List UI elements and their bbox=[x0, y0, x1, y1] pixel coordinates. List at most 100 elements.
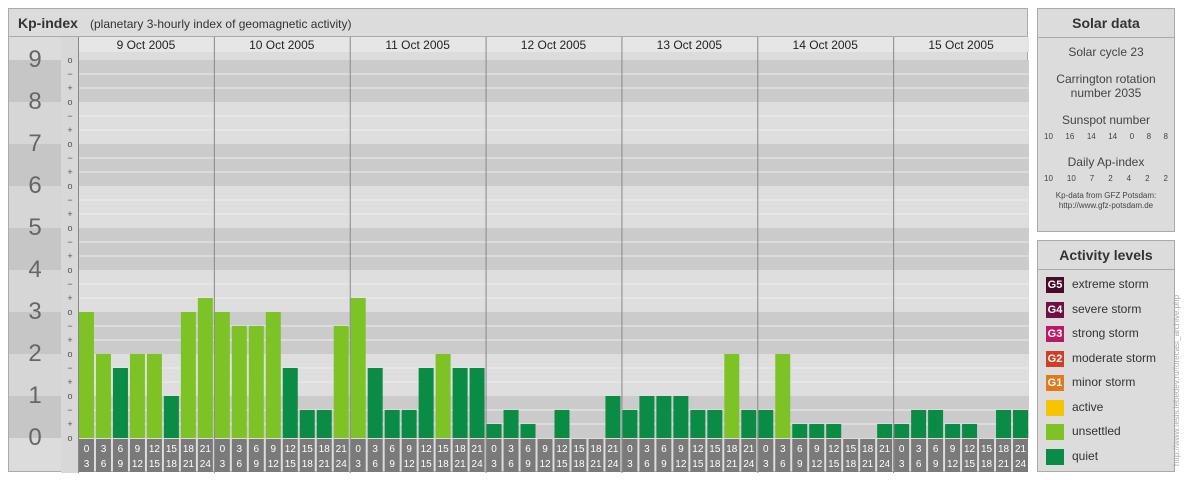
kp-bar bbox=[129, 354, 145, 438]
interval-box bbox=[231, 439, 247, 472]
interval-end-label: 12 bbox=[811, 459, 823, 470]
interval-box bbox=[1013, 439, 1028, 472]
chart-title: Kp-index bbox=[18, 15, 78, 31]
interval-box bbox=[265, 439, 281, 472]
interval-box bbox=[418, 439, 434, 472]
level-label: strong storm bbox=[1072, 326, 1139, 340]
interval-box bbox=[401, 439, 417, 472]
interval-box bbox=[520, 439, 536, 472]
interval-start-label: 9 bbox=[814, 444, 820, 455]
interval-end-label: 12 bbox=[268, 459, 280, 470]
kp-bar bbox=[826, 424, 842, 438]
y-tick-label: 7 bbox=[28, 130, 41, 157]
sunspot-value: 16 bbox=[1065, 132, 1075, 141]
interval-end-label: 12 bbox=[404, 459, 416, 470]
interval-box bbox=[282, 439, 298, 472]
interval-box bbox=[622, 439, 638, 472]
minor-tick-label: o bbox=[67, 349, 72, 359]
day-header-strip bbox=[78, 37, 1029, 52]
kp-bar bbox=[367, 367, 383, 438]
interval-box bbox=[333, 439, 349, 472]
level-swatch-icon: G4 bbox=[1046, 301, 1064, 318]
interval-start-label: 0 bbox=[627, 444, 633, 455]
plot-band bbox=[78, 186, 1029, 228]
kp-bar bbox=[962, 424, 978, 438]
interval-end-label: 9 bbox=[525, 459, 531, 470]
ap-label: Daily Ap-index bbox=[1067, 155, 1145, 169]
ap-value: 4 bbox=[1126, 174, 1132, 183]
interval-box bbox=[146, 439, 162, 472]
day-label: 9 Oct 2005 bbox=[117, 38, 176, 52]
interval-end-label: 24 bbox=[1015, 459, 1027, 470]
interval-start-label: 6 bbox=[389, 444, 395, 455]
plot-band bbox=[78, 144, 1029, 186]
interval-box bbox=[537, 439, 553, 472]
minor-tick-label: + bbox=[67, 251, 72, 261]
interval-box bbox=[214, 439, 230, 472]
interval-start-label: 21 bbox=[743, 444, 755, 455]
minor-tick-label: o bbox=[67, 181, 72, 191]
interval-box bbox=[435, 439, 451, 472]
interval-end-label: 3 bbox=[627, 459, 633, 470]
sunspot-label: Sunspot number bbox=[1061, 113, 1151, 127]
sunspot-value: 0 bbox=[1129, 132, 1135, 141]
sunspot-value: 14 bbox=[1108, 132, 1118, 141]
interval-end-label: 18 bbox=[302, 459, 314, 470]
interval-end-label: 15 bbox=[285, 459, 297, 470]
level-label: moderate storm bbox=[1072, 350, 1157, 365]
interval-box bbox=[197, 439, 213, 472]
y-tick-label: 6 bbox=[28, 172, 41, 199]
level-swatch-icon bbox=[1046, 424, 1064, 440]
interval-box bbox=[639, 439, 655, 472]
interval-end-label: 18 bbox=[166, 459, 178, 470]
solar-data-title: Solar data bbox=[1038, 9, 1174, 38]
kp-bar bbox=[945, 424, 961, 438]
interval-box bbox=[894, 439, 910, 472]
interval-box bbox=[690, 439, 706, 472]
interval-start-label: 21 bbox=[1015, 444, 1027, 455]
kp-chart-panel: Kp-index (planetary 3-hourly index of ge… bbox=[8, 8, 1029, 473]
minor-tick-label: − bbox=[67, 111, 72, 121]
kp-bar bbox=[775, 354, 791, 438]
day-label: 15 Oct 2005 bbox=[928, 38, 994, 52]
minor-tick-label: + bbox=[67, 293, 72, 303]
minor-tick-label: + bbox=[67, 377, 72, 387]
minor-tick-label: + bbox=[67, 419, 72, 429]
interval-box bbox=[792, 439, 808, 472]
interval-box bbox=[95, 439, 111, 472]
interval-end-label: 6 bbox=[780, 459, 786, 470]
minor-tick-label: − bbox=[67, 279, 72, 289]
interval-start-label: 3 bbox=[508, 444, 514, 455]
interval-start-label: 3 bbox=[916, 444, 922, 455]
interval-box bbox=[962, 439, 978, 472]
interval-box bbox=[605, 439, 621, 472]
interval-start-label: 6 bbox=[933, 444, 939, 455]
interval-start-label: 15 bbox=[981, 444, 993, 455]
carrington-line-2: number 2035 bbox=[1070, 86, 1142, 100]
interval-box bbox=[741, 439, 757, 472]
interval-start-label: 9 bbox=[950, 444, 956, 455]
kp-bar bbox=[231, 325, 247, 438]
interval-box bbox=[248, 439, 264, 472]
interval-end-label: 3 bbox=[355, 459, 361, 470]
interval-end-label: 3 bbox=[899, 459, 905, 470]
minor-tick-label: o bbox=[67, 265, 72, 275]
interval-end-label: 21 bbox=[183, 459, 195, 470]
solar-cycle: Solar cycle 23 bbox=[1068, 45, 1144, 59]
kp-bar bbox=[673, 396, 689, 438]
interval-end-label: 15 bbox=[556, 459, 568, 470]
level-label: extreme storm bbox=[1072, 277, 1149, 291]
day-label: 14 Oct 2005 bbox=[793, 38, 859, 52]
minor-tick-label: + bbox=[67, 83, 72, 93]
minor-tick-label: o bbox=[67, 433, 72, 443]
interval-box bbox=[928, 439, 944, 472]
interval-start-label: 15 bbox=[845, 444, 857, 455]
interval-end-label: 21 bbox=[998, 459, 1010, 470]
kp-bar bbox=[520, 424, 536, 438]
level-swatch-icon: G3 bbox=[1046, 326, 1064, 342]
interval-start-label: 6 bbox=[525, 444, 531, 455]
interval-end-label: 3 bbox=[763, 459, 769, 470]
ap-value: 7 bbox=[1089, 174, 1095, 183]
interval-start-label: 18 bbox=[590, 444, 602, 455]
level-swatch-icon: G1 bbox=[1046, 375, 1064, 391]
